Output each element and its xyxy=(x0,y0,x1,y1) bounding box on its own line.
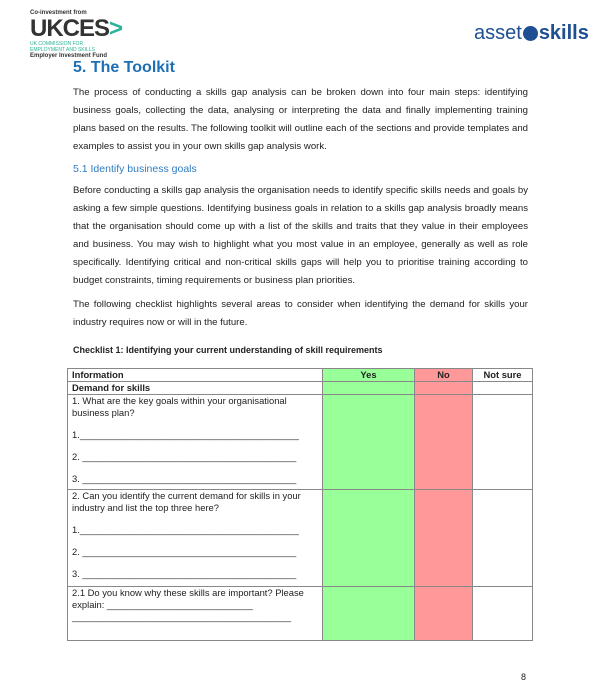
logo-main: UKCES> xyxy=(30,15,123,42)
not-sure-cell[interactable] xyxy=(472,489,533,587)
intro-paragraph: The process of conducting a skills gap a… xyxy=(73,87,528,152)
logo-text: UK COMMISSION FOR xyxy=(30,41,84,47)
answer-line[interactable]: 1.______________________________________… xyxy=(72,429,299,440)
logo-text: EMPLOYMENT AND SKILLS xyxy=(30,47,95,53)
logo-text: Co-investment from xyxy=(30,10,87,16)
paragraph: Before conducting a skills gap analysis … xyxy=(73,185,528,286)
no-cell[interactable] xyxy=(414,381,473,395)
answer-line[interactable]: ________________________________________… xyxy=(72,611,291,622)
yes-cell[interactable] xyxy=(322,489,415,587)
table-row: 2.1 Do you know why these skills are imp… xyxy=(67,586,533,641)
table-row: 2. Can you identify the current demand f… xyxy=(67,489,533,587)
header-information: Information xyxy=(67,368,323,382)
content: 5. The Toolkit The process of conducting… xyxy=(67,58,533,641)
checklist-caption: Checklist 1: Identifying your current un… xyxy=(73,345,383,355)
yes-cell[interactable] xyxy=(322,586,415,641)
section-heading: 5.1 Identify business goals xyxy=(73,163,197,175)
header-not-sure: Not sure xyxy=(472,368,533,382)
not-sure-cell[interactable] xyxy=(472,586,533,641)
answer-line[interactable]: 2. _____________________________________… xyxy=(72,451,297,462)
no-cell[interactable] xyxy=(414,394,473,490)
no-cell[interactable] xyxy=(414,586,473,641)
not-sure-cell[interactable] xyxy=(472,394,533,490)
answer-line[interactable]: 3. _____________________________________… xyxy=(72,473,297,484)
page-title: 5. The Toolkit xyxy=(73,59,175,76)
question-cell: 2.1 Do you know why these skills are imp… xyxy=(67,586,323,641)
not-sure-cell[interactable] xyxy=(472,381,533,395)
table-row: 1. What are the key goals within your or… xyxy=(67,394,533,490)
checklist-table: Information Yes No Not sure Demand for s… xyxy=(67,368,533,641)
header-yes: Yes xyxy=(322,368,415,382)
section-row: Demand for skills xyxy=(67,381,323,395)
ukces-logo: Co-investment from UKCES> UK COMMISSION … xyxy=(30,10,140,60)
table-header-row: Information Yes No Not sure xyxy=(67,368,533,382)
header-no: No xyxy=(414,368,473,382)
paragraph: The following checklist highlights sever… xyxy=(73,299,528,328)
page-number: 8 xyxy=(521,672,527,682)
answer-line[interactable]: 3. _____________________________________… xyxy=(72,568,297,579)
answer-line[interactable]: 2. _____________________________________… xyxy=(72,546,297,557)
asset-skills-logo: asset skills xyxy=(474,22,589,44)
table-row: Demand for skills xyxy=(67,381,533,395)
globe-icon xyxy=(522,26,538,41)
question-cell: 2. Can you identify the current demand f… xyxy=(67,489,323,587)
yes-cell[interactable] xyxy=(322,394,415,490)
no-cell[interactable] xyxy=(414,489,473,587)
question-cell: 1. What are the key goals within your or… xyxy=(67,394,323,490)
answer-line[interactable]: 1.______________________________________… xyxy=(72,524,299,535)
logo-text: Employer Investment Fund xyxy=(30,53,108,59)
yes-cell[interactable] xyxy=(322,381,415,395)
